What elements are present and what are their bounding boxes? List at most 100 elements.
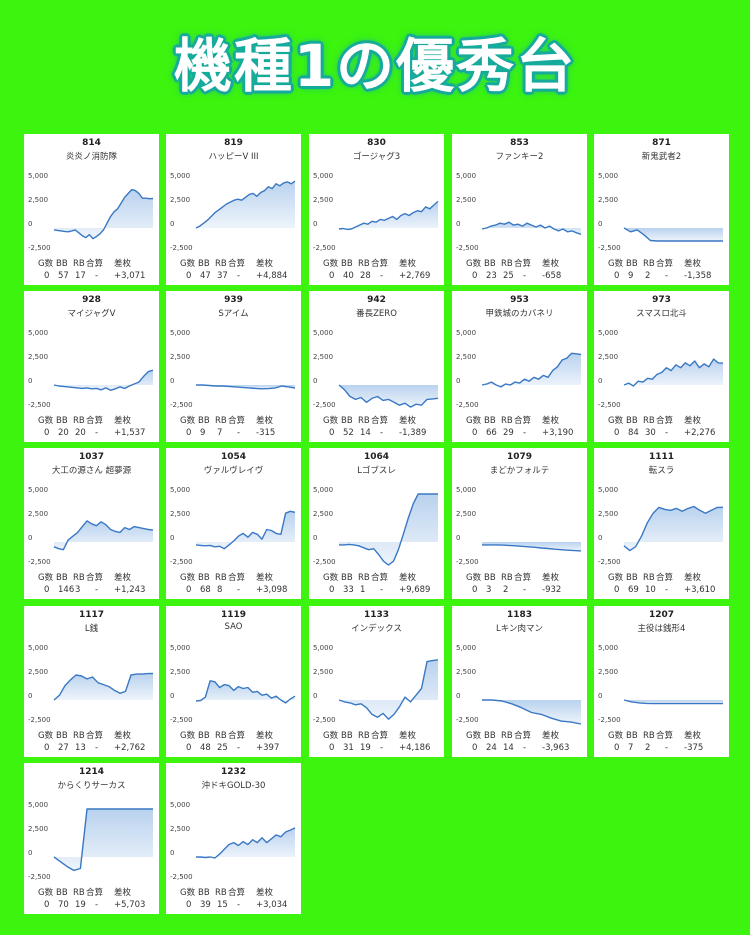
stats-value: +2,276 [684, 428, 716, 438]
stats-value: 40 [343, 271, 354, 281]
stats-header: BB [341, 731, 353, 741]
machine-number: 1064 [363, 452, 390, 462]
stats-header: 差枚 [256, 731, 274, 741]
y-tick-label: 0 [28, 220, 32, 228]
y-tick-label: 2,500 [598, 510, 618, 518]
stats-value: -315 [256, 428, 276, 438]
y-tick-label: 5,000 [28, 172, 48, 180]
stats-value-row: 0 23 25- -658 [452, 270, 587, 282]
y-tick-label: 2,500 [313, 196, 333, 204]
series-line [196, 384, 296, 390]
chart-panel: 819 ハッピーV III 5,000 2,500 0 -2,500 G数 BB RB 合算 差枚 0… [166, 134, 301, 285]
stats-value: 0 [44, 428, 50, 438]
y-tick-label: 5,000 [313, 329, 333, 337]
stats-header: 差枚 [542, 731, 560, 741]
stats-value: +9,689 [399, 585, 431, 595]
stats-value: 0 [329, 428, 335, 438]
machine-name: マイジャグV [67, 309, 116, 319]
y-tick-label: 5,000 [313, 172, 333, 180]
stats-value: +3,034 [256, 900, 288, 910]
y-tick-label: 5,000 [313, 644, 333, 652]
stats-value-row: 0 7 2 - -375 [594, 742, 729, 754]
stats-header-row: G数 BB RB 合算 差枚 [24, 572, 159, 584]
y-tick-label: 2,500 [170, 196, 190, 204]
series-line [53, 808, 153, 872]
chart-panel: 953 甲鉄城のカバネリ 5,000 2,500 0 -2,500 G数 BB RB 合算 差枚 0 6… [452, 291, 587, 442]
stats-value: 0 [44, 743, 50, 753]
machine-number: 871 [652, 138, 671, 148]
series-line [482, 699, 582, 725]
stats-header: 差枚 [542, 259, 560, 269]
stats-header: G数 [323, 416, 339, 426]
area-chart: 5,000 2,500 0 -2,500 [456, 329, 582, 409]
chart-panel: 814 炎炎ノ消防隊 5,000 2,500 0 -2,500 G数 BB RB 合算 差枚 0 57 1… [24, 134, 159, 285]
stats-header: G数 [323, 731, 339, 741]
stats-header: G数 [180, 416, 196, 426]
stats-table: G数 BB RB 合算 差枚 0 47 37- +4,884 [166, 258, 301, 282]
stats-header-row: G数 BB RB 合算 差枚 [452, 258, 587, 270]
stats-value: 30 [645, 428, 656, 438]
area-chart: 5,000 2,500 0 -2,500 [170, 486, 296, 566]
stats-header: RB [73, 731, 85, 741]
y-tick-label: 0 [313, 377, 317, 385]
stats-value: +2,769 [399, 271, 431, 281]
stats-header: 差枚 [256, 573, 274, 583]
stats-value: 9 [200, 428, 206, 438]
y-tick-label: 5,000 [598, 486, 618, 494]
stats-value-row: 0 39 15- +3,034 [166, 899, 301, 911]
y-tick-label: 2,500 [28, 825, 48, 833]
y-tick-label: -2,500 [313, 401, 336, 409]
stats-value: - [95, 271, 99, 281]
stats-header-row: G数 BB RB 合算 差枚 [24, 258, 159, 270]
stats-header: RB [73, 416, 85, 426]
stats-header: BB [626, 416, 638, 426]
stats-value: 31 [343, 743, 354, 753]
stats-header: G数 [608, 573, 624, 583]
stats-header: G数 [466, 731, 482, 741]
stats-value: 25 [217, 743, 228, 753]
stats-value: 2 [503, 585, 509, 595]
stats-header: 合算 [656, 731, 674, 741]
chart-panel: 853 ファンキー2 5,000 2,500 0 -2,500 G数 BB RB 合算 差枚 0 23 2… [452, 134, 587, 285]
y-tick-label: 0 [313, 692, 317, 700]
stats-header-row: G数 BB RB 合算 差枚 [594, 415, 729, 427]
y-tick-label: 0 [28, 377, 32, 385]
machine-name: Lキン肉マン [496, 624, 543, 634]
machine-name: SAO [224, 622, 243, 632]
stats-header-row: G数 BB RB 合算 差枚 [452, 415, 587, 427]
stats-header: 合算 [514, 573, 532, 583]
stats-header: BB [341, 416, 353, 426]
machine-number: 814 [82, 138, 101, 148]
stats-value: +1,537 [114, 428, 146, 438]
y-tick-label: -2,500 [456, 401, 479, 409]
stats-value: 10 [645, 585, 656, 595]
series-line [338, 659, 439, 720]
stats-value: - [95, 900, 99, 910]
area-chart: 5,000 2,500 0 -2,500 [170, 172, 296, 252]
y-tick-label: 5,000 [170, 329, 190, 337]
stats-value-row: 0 40 28- +2,769 [309, 270, 444, 282]
stats-table: G数 BB RB 合算 差枚 0 48 25- +397 [166, 730, 301, 754]
stats-table: G数 BB RB 合算 差枚 0 23 25- -658 [452, 258, 587, 282]
area-chart: 5,000 2,500 0 -2,500 [28, 329, 154, 409]
y-tick-label: 0 [598, 377, 602, 385]
machine-number: 1232 [220, 767, 247, 777]
chart-panel: 871 新鬼武者2 5,000 2,500 0 -2,500 G数 BB RB 合算 差枚 0 9 2- -… [594, 134, 729, 285]
stats-value: 47 [200, 271, 211, 281]
stats-header: 差枚 [256, 416, 274, 426]
series-line [481, 352, 582, 388]
area-chart: 5,000 2,500 0 -2,500 [456, 486, 582, 566]
stats-table: G数 BB RB 合算 差枚 0 20 20- +1,537 [24, 415, 159, 439]
stats-value: - [523, 743, 527, 753]
stats-header: RB [501, 731, 513, 741]
machine-name: ヴァルヴレイヴ [203, 466, 264, 476]
area-fill [54, 520, 153, 550]
stats-value: 3 [486, 585, 492, 595]
y-tick-label: -2,500 [170, 716, 193, 724]
stats-header: G数 [608, 259, 624, 269]
stats-header: 合算 [656, 573, 674, 583]
y-tick-label: 5,000 [28, 644, 48, 652]
stats-header: RB [643, 416, 655, 426]
series-line [482, 544, 582, 552]
machine-number: 942 [367, 295, 386, 305]
